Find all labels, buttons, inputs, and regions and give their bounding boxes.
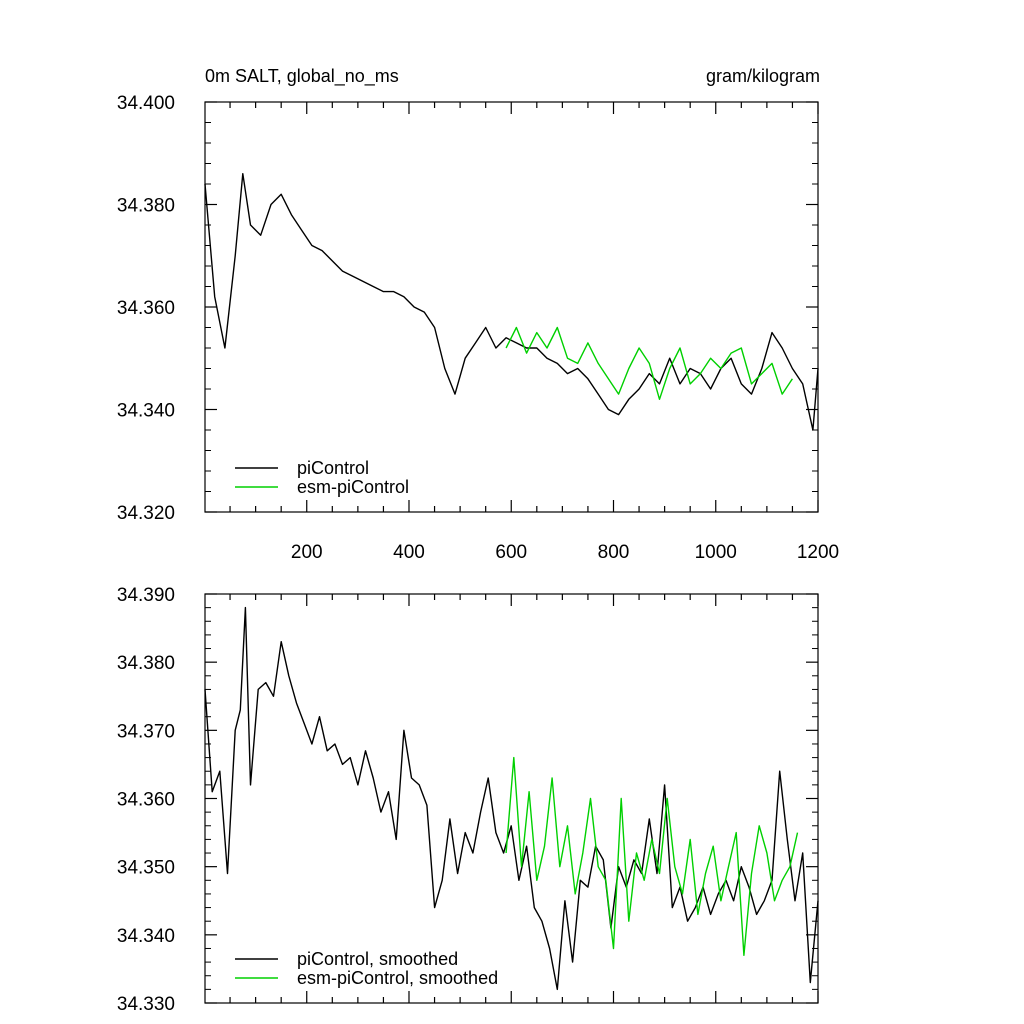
chart2-series-2-line [505, 756, 799, 956]
chart1-xtick-label: 1000 [695, 542, 737, 563]
chart1-xtick-label: 1200 [797, 542, 839, 563]
top-chart-title: 0m SALT, global_no_ms [205, 66, 399, 86]
chart1-legend-label-1: piControl [297, 458, 369, 478]
chart1-ytick-label: 34.400 [117, 93, 175, 114]
chart2-ytick-label: 34.360 [117, 790, 175, 811]
chart1-series-1-line [204, 172, 819, 431]
chart2-frame [204, 593, 819, 1004]
chart1-xtick-label: 400 [393, 542, 425, 563]
chart1-series-2-line [505, 326, 793, 400]
chart1-legend-label-2: esm-piControl [297, 477, 409, 497]
chart2-series-1-line [204, 606, 819, 991]
chart2-ytick-label: 34.380 [117, 653, 175, 674]
chart1-xtick-label: 600 [495, 542, 527, 563]
chart2-legend-label-2: esm-piControl, smoothed [297, 968, 498, 988]
chart2-ytick-label: 34.390 [117, 585, 175, 606]
chart1-frame [204, 101, 819, 513]
chart1-ytick-label: 34.320 [117, 503, 175, 524]
top-chart-units: gram/kilogram [705, 66, 820, 86]
chart2-legend-label-1: piControl, smoothed [297, 949, 458, 969]
chart1-ytick-label: 34.360 [117, 298, 175, 319]
chart2-ytick-label: 34.370 [117, 721, 175, 742]
chart2-ytick-label: 34.340 [117, 926, 175, 947]
chart2-ytick-label: 34.350 [117, 858, 175, 879]
chart1-ytick-label: 34.380 [117, 196, 175, 217]
chart1-xtick-label: 800 [598, 542, 630, 563]
chart1-xtick-label: 200 [291, 542, 323, 563]
chart1-ytick-label: 34.340 [117, 401, 175, 422]
chart2-ytick-label: 34.330 [117, 994, 175, 1015]
